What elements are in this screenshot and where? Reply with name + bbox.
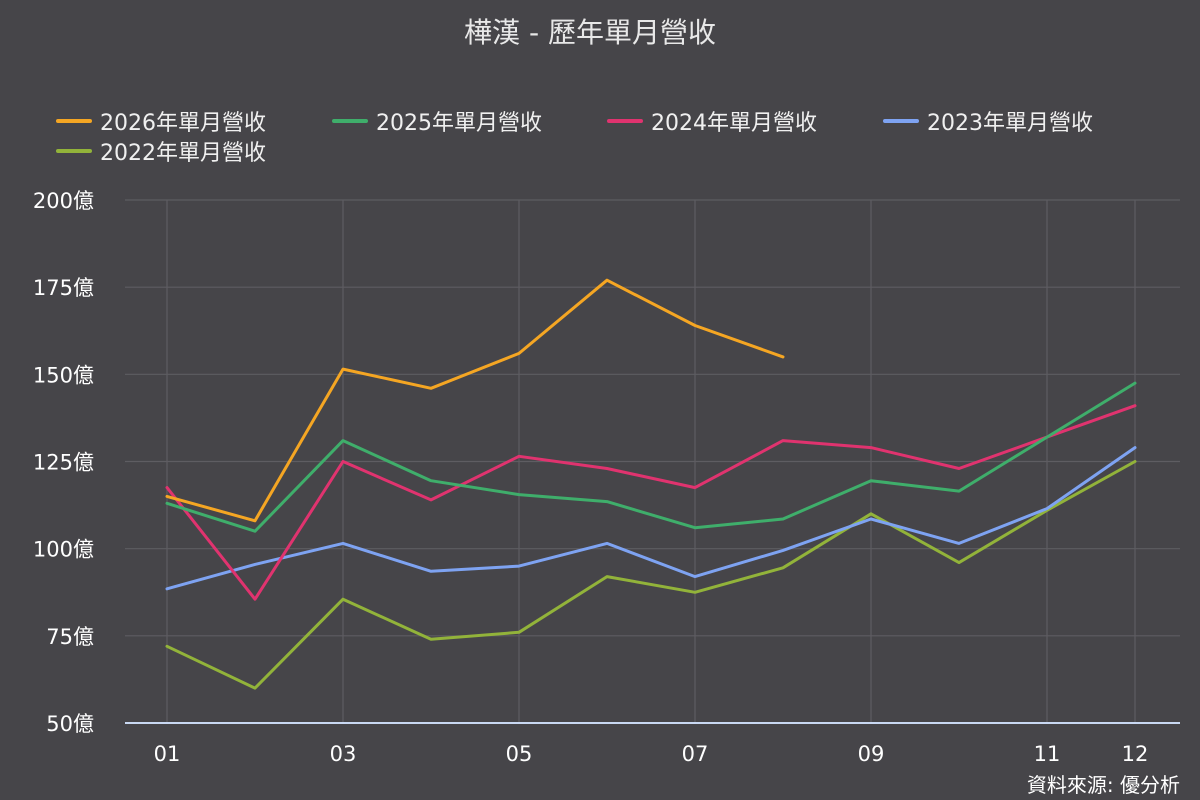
y-tick-label: 150億: [33, 363, 94, 387]
series-line-2022年單月營收: [165, 460, 1137, 690]
x-tick-label: 12: [1122, 742, 1149, 766]
x-tick-label: 01: [154, 742, 181, 766]
chart-grid: [125, 199, 1180, 723]
legend-item: 2025年單月營收: [332, 111, 542, 136]
chart-series: [165, 278, 1137, 690]
series-line-2025年單月營收: [165, 381, 1137, 533]
legend-label: 2022年單月營收: [100, 141, 266, 166]
legend-item: 2022年單月營收: [56, 141, 266, 166]
legend-item: 2023年單月營收: [883, 111, 1093, 136]
x-tick-label: 11: [1034, 742, 1061, 766]
y-tick-label: 75億: [46, 625, 94, 649]
legend-label: 2026年單月營收: [100, 111, 266, 136]
series-line-2023年單月營收: [165, 446, 1137, 591]
y-tick-label: 200億: [33, 189, 94, 213]
series-line-2026年單月營收: [165, 278, 785, 523]
legend-label: 2024年單月營收: [651, 111, 817, 136]
legend-item: 2024年單月營收: [607, 111, 817, 136]
x-tick-label: 07: [682, 742, 709, 766]
y-tick-label: 175億: [33, 276, 94, 300]
legend-label: 2023年單月營收: [927, 111, 1093, 136]
series-line-2024年單月營收: [165, 404, 1137, 601]
y-tick-label: 125億: [33, 451, 94, 475]
legend-item: 2026年單月營收: [56, 111, 266, 136]
chart-axes: 50億 75億 100億 125億 150億 175億 200億 01 03 05 07 09 11 12: [33, 189, 1180, 766]
legend-label: 2025年單月營收: [376, 111, 542, 136]
chart-source: 資料來源: 優分析: [1027, 773, 1180, 797]
x-tick-label: 09: [858, 742, 885, 766]
x-tick-label: 05: [506, 742, 533, 766]
y-tick-label: 50億: [46, 712, 94, 736]
x-tick-label: 03: [330, 742, 357, 766]
chart-legend: 2026年單月營收 2025年單月營收 2024年單月營收 2023年單月營收 2022…: [56, 111, 1093, 166]
chart-title: 樺漢 - 歷年單月營收: [464, 16, 716, 49]
y-tick-label: 100億: [33, 538, 94, 562]
